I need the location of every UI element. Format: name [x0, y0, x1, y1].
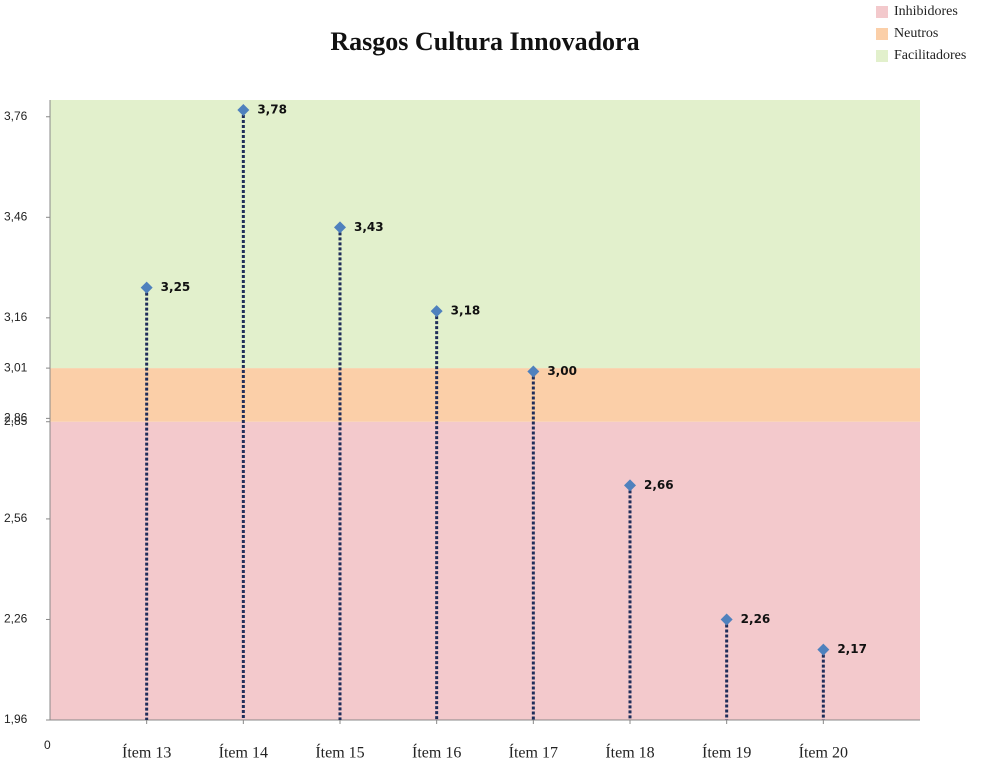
y-tick-label: 2,56	[4, 511, 28, 525]
legend-swatch	[876, 28, 888, 40]
data-label: 2,66	[644, 478, 674, 492]
marker	[334, 221, 346, 234]
marker	[624, 479, 636, 492]
y-tick-label: 3,16	[4, 310, 28, 324]
data-label: 3,25	[161, 280, 191, 294]
x-tick-label: Ítem 20	[799, 743, 848, 762]
marker	[430, 305, 443, 318]
legend-label: Neutros	[894, 26, 938, 41]
x-tick-label: Ítem 13	[122, 743, 171, 762]
x-tick-label: Ítem 15	[315, 743, 364, 762]
legend-label: Facilitadores	[894, 48, 966, 63]
band	[50, 100, 920, 369]
x-tick-label: Ítem 14	[219, 743, 268, 762]
x-tick-label: 0	[44, 738, 51, 752]
x-tick-label: Ítem 19	[702, 743, 751, 762]
x-tick-label: Ítem 18	[605, 743, 654, 762]
data-label: 3,00	[547, 364, 577, 378]
data-label: 3,18	[451, 304, 481, 318]
y-tick-label: 1,96	[4, 712, 28, 726]
legend-swatch	[876, 6, 888, 18]
y-tick-label: 3,01	[4, 360, 28, 374]
legend-label: Inhibidores	[894, 4, 958, 19]
marker	[720, 613, 733, 626]
x-tick-label: Ítem 17	[509, 743, 558, 762]
data-label: 2,17	[837, 642, 867, 656]
data-label: 3,78	[257, 103, 287, 117]
band	[50, 421, 920, 720]
marker	[817, 643, 830, 656]
marker	[140, 281, 153, 294]
chart-title: Rasgos Cultura Innovadora	[330, 27, 639, 56]
data-label: 3,43	[354, 220, 384, 234]
x-tick-label: Ítem 16	[412, 743, 461, 762]
y-tick-label: 3,46	[4, 209, 28, 223]
y-tick-label: 2,86	[4, 411, 28, 425]
y-tick-label: 3,76	[4, 109, 28, 123]
data-label: 2,26	[741, 612, 771, 626]
y-tick-label: 2,26	[4, 612, 28, 626]
legend-swatch	[876, 50, 888, 62]
y-tick-label: 2,85	[4, 414, 28, 428]
marker	[527, 365, 540, 378]
band	[50, 368, 920, 422]
marker	[237, 104, 250, 117]
